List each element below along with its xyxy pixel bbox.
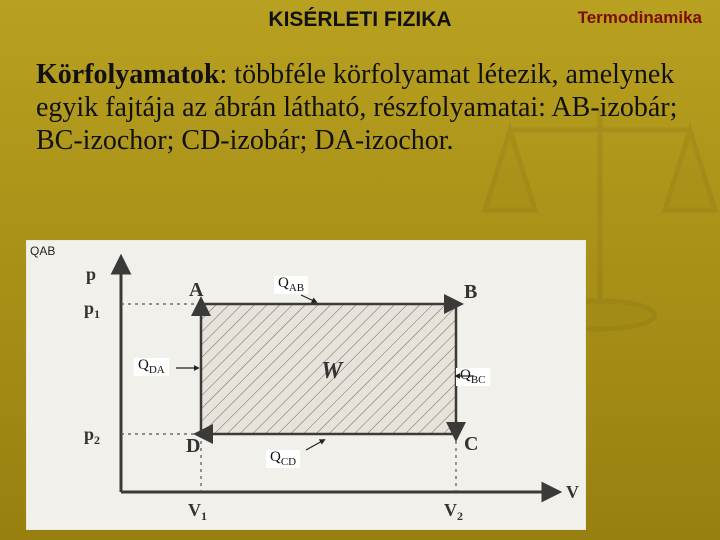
corner-c: C	[464, 433, 478, 455]
tick-v1: V1	[188, 500, 207, 523]
axis-p: p	[86, 264, 96, 284]
body-paragraph: Körfolyamatok: többféle körfolyamat léte…	[36, 58, 694, 157]
corner-d: D	[186, 435, 200, 457]
q-bc-label: QBC	[456, 368, 490, 386]
slide: KISÉRLETI FIZIKA Termodinamika Körfolyam…	[0, 0, 720, 540]
corner-badge-qab: QAB	[30, 244, 55, 258]
tick-v2: V2	[444, 500, 463, 523]
pv-diagram: QAB	[26, 240, 586, 530]
axis-v: V	[566, 482, 579, 502]
corner-b: B	[464, 281, 477, 303]
topic-label: Termodinamika	[578, 8, 702, 28]
q-da-label: QDA	[134, 358, 169, 376]
q-cd-label: QCD	[266, 450, 300, 468]
q-ab-label: QAB	[274, 276, 308, 294]
tick-p1: p1	[84, 298, 100, 321]
w-label: W	[321, 358, 344, 384]
tick-p2: p2	[84, 424, 100, 447]
corner-a: A	[189, 279, 204, 301]
lead-word: Körfolyamatok	[36, 59, 220, 90]
